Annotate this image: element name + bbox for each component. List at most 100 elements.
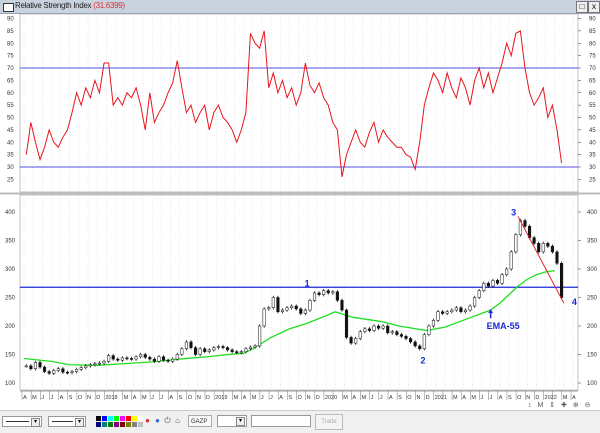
palette-color[interactable] (114, 416, 119, 421)
bar-body (340, 300, 344, 311)
x-tick-label: D (535, 395, 539, 401)
line-width-dropdown[interactable]: ▾ (2, 416, 42, 427)
color-palette[interactable] (96, 416, 143, 427)
bar-body (560, 263, 564, 298)
palette-color[interactable] (132, 422, 137, 427)
bar-body (276, 297, 280, 312)
rsi-tick-label-right: 85 (589, 29, 596, 35)
bar-body (111, 355, 115, 360)
power-icon[interactable]: ⏻ (164, 416, 171, 425)
palette-color[interactable] (102, 416, 107, 421)
x-tick-label: J (41, 395, 44, 401)
bar-body (312, 292, 317, 301)
rsi-tick-label-left: 50 (7, 116, 14, 122)
palette-color[interactable] (108, 422, 113, 427)
line-style-dropdown[interactable]: ▾ (48, 416, 86, 427)
x-tick-label: 2020 (325, 395, 337, 401)
palette-color[interactable] (138, 416, 143, 421)
price-bar (468, 304, 472, 312)
price-bar (404, 334, 408, 341)
rsi-tick-label-left: 90 (7, 17, 14, 23)
account-dropdown[interactable] (251, 415, 311, 427)
price-bar (258, 324, 262, 348)
symbol-field[interactable]: GAZP (188, 415, 212, 427)
x-tick-label: M (343, 395, 348, 401)
palette-color[interactable] (138, 422, 143, 427)
bar-body (445, 311, 449, 314)
price-tick-label-right: 250 (587, 296, 598, 302)
palette-color[interactable] (132, 416, 137, 421)
palette-color[interactable] (108, 416, 113, 421)
rsi-tick-label-left: 75 (7, 54, 14, 60)
bar-body (422, 334, 426, 350)
close-button[interactable]: x (588, 1, 600, 13)
palette-color[interactable] (120, 416, 125, 421)
price-bar (331, 290, 335, 295)
ema-line (23, 270, 555, 366)
price-bar (363, 327, 367, 334)
bar-body (367, 328, 371, 331)
bar-body (537, 243, 541, 253)
chart-area[interactable]: 25 25 30 30 35 35 40 40 45 45 50 50 55 55 60 60 65 65 70 70… (0, 14, 600, 410)
palette-color[interactable] (126, 416, 131, 421)
home-icon[interactable]: ⌂ (175, 416, 180, 425)
price-bar (532, 235, 536, 246)
price-bar (436, 310, 440, 323)
bar-body (38, 362, 42, 368)
price-bar (139, 352, 143, 359)
palette-color[interactable] (126, 422, 131, 427)
rsi-tick-label-left: 35 (7, 153, 14, 159)
x-tick-label: J (380, 395, 383, 401)
price-bar (395, 329, 399, 337)
wave-label: 2 (420, 356, 425, 366)
x-tick-label: A (352, 395, 356, 401)
bar-body (459, 307, 463, 313)
bar-body (65, 371, 70, 374)
price-bar (459, 306, 463, 314)
price-bar (317, 291, 321, 297)
bar-body (244, 348, 248, 352)
price-bar (207, 348, 211, 354)
bar-body (207, 349, 211, 352)
price-bar (212, 345, 216, 352)
price-tick-label-left: 400 (5, 210, 16, 216)
bar-body (285, 307, 289, 311)
price-bar (413, 340, 417, 348)
palette-color[interactable] (114, 422, 119, 427)
restore-button[interactable]: □ (576, 1, 588, 13)
color-picker-alt-icon[interactable]: ● (155, 416, 160, 425)
period-dropdown[interactable]: ▾ (217, 415, 247, 427)
trade-button[interactable]: Trade (315, 414, 343, 430)
price-bar (441, 310, 445, 316)
price-bar (157, 355, 161, 364)
palette-color[interactable] (96, 416, 101, 421)
x-tick-label: S (508, 395, 512, 401)
price-bar (239, 349, 243, 355)
panel-checkbox[interactable] (3, 3, 14, 12)
bar-body (541, 243, 545, 253)
x-tick-label: A (499, 395, 503, 401)
bar-body (29, 365, 33, 369)
bar-body (258, 325, 262, 347)
bar-body (43, 366, 47, 372)
x-tick-label: M (32, 395, 37, 401)
price-bar (134, 355, 138, 361)
bar-body (409, 338, 413, 343)
x-tick-label: M (362, 395, 367, 401)
rsi-tick-label-left: 25 (7, 177, 14, 183)
palette-color[interactable] (102, 422, 107, 427)
price-tick-label-right: 400 (587, 210, 598, 216)
x-axis (20, 391, 578, 409)
x-tick-label: M (563, 395, 568, 401)
palette-color[interactable] (96, 422, 101, 427)
rsi-tick-label-right: 25 (589, 177, 596, 183)
palette-color[interactable] (120, 422, 125, 427)
price-bar (79, 365, 83, 372)
price-bar (303, 308, 307, 316)
color-picker-icon[interactable]: ● (145, 416, 150, 425)
x-tick-label: J (160, 395, 163, 401)
bar-body (399, 334, 403, 337)
x-tick-label: N (416, 395, 420, 401)
x-tick-label: S (69, 395, 73, 401)
price-bar (450, 308, 454, 314)
